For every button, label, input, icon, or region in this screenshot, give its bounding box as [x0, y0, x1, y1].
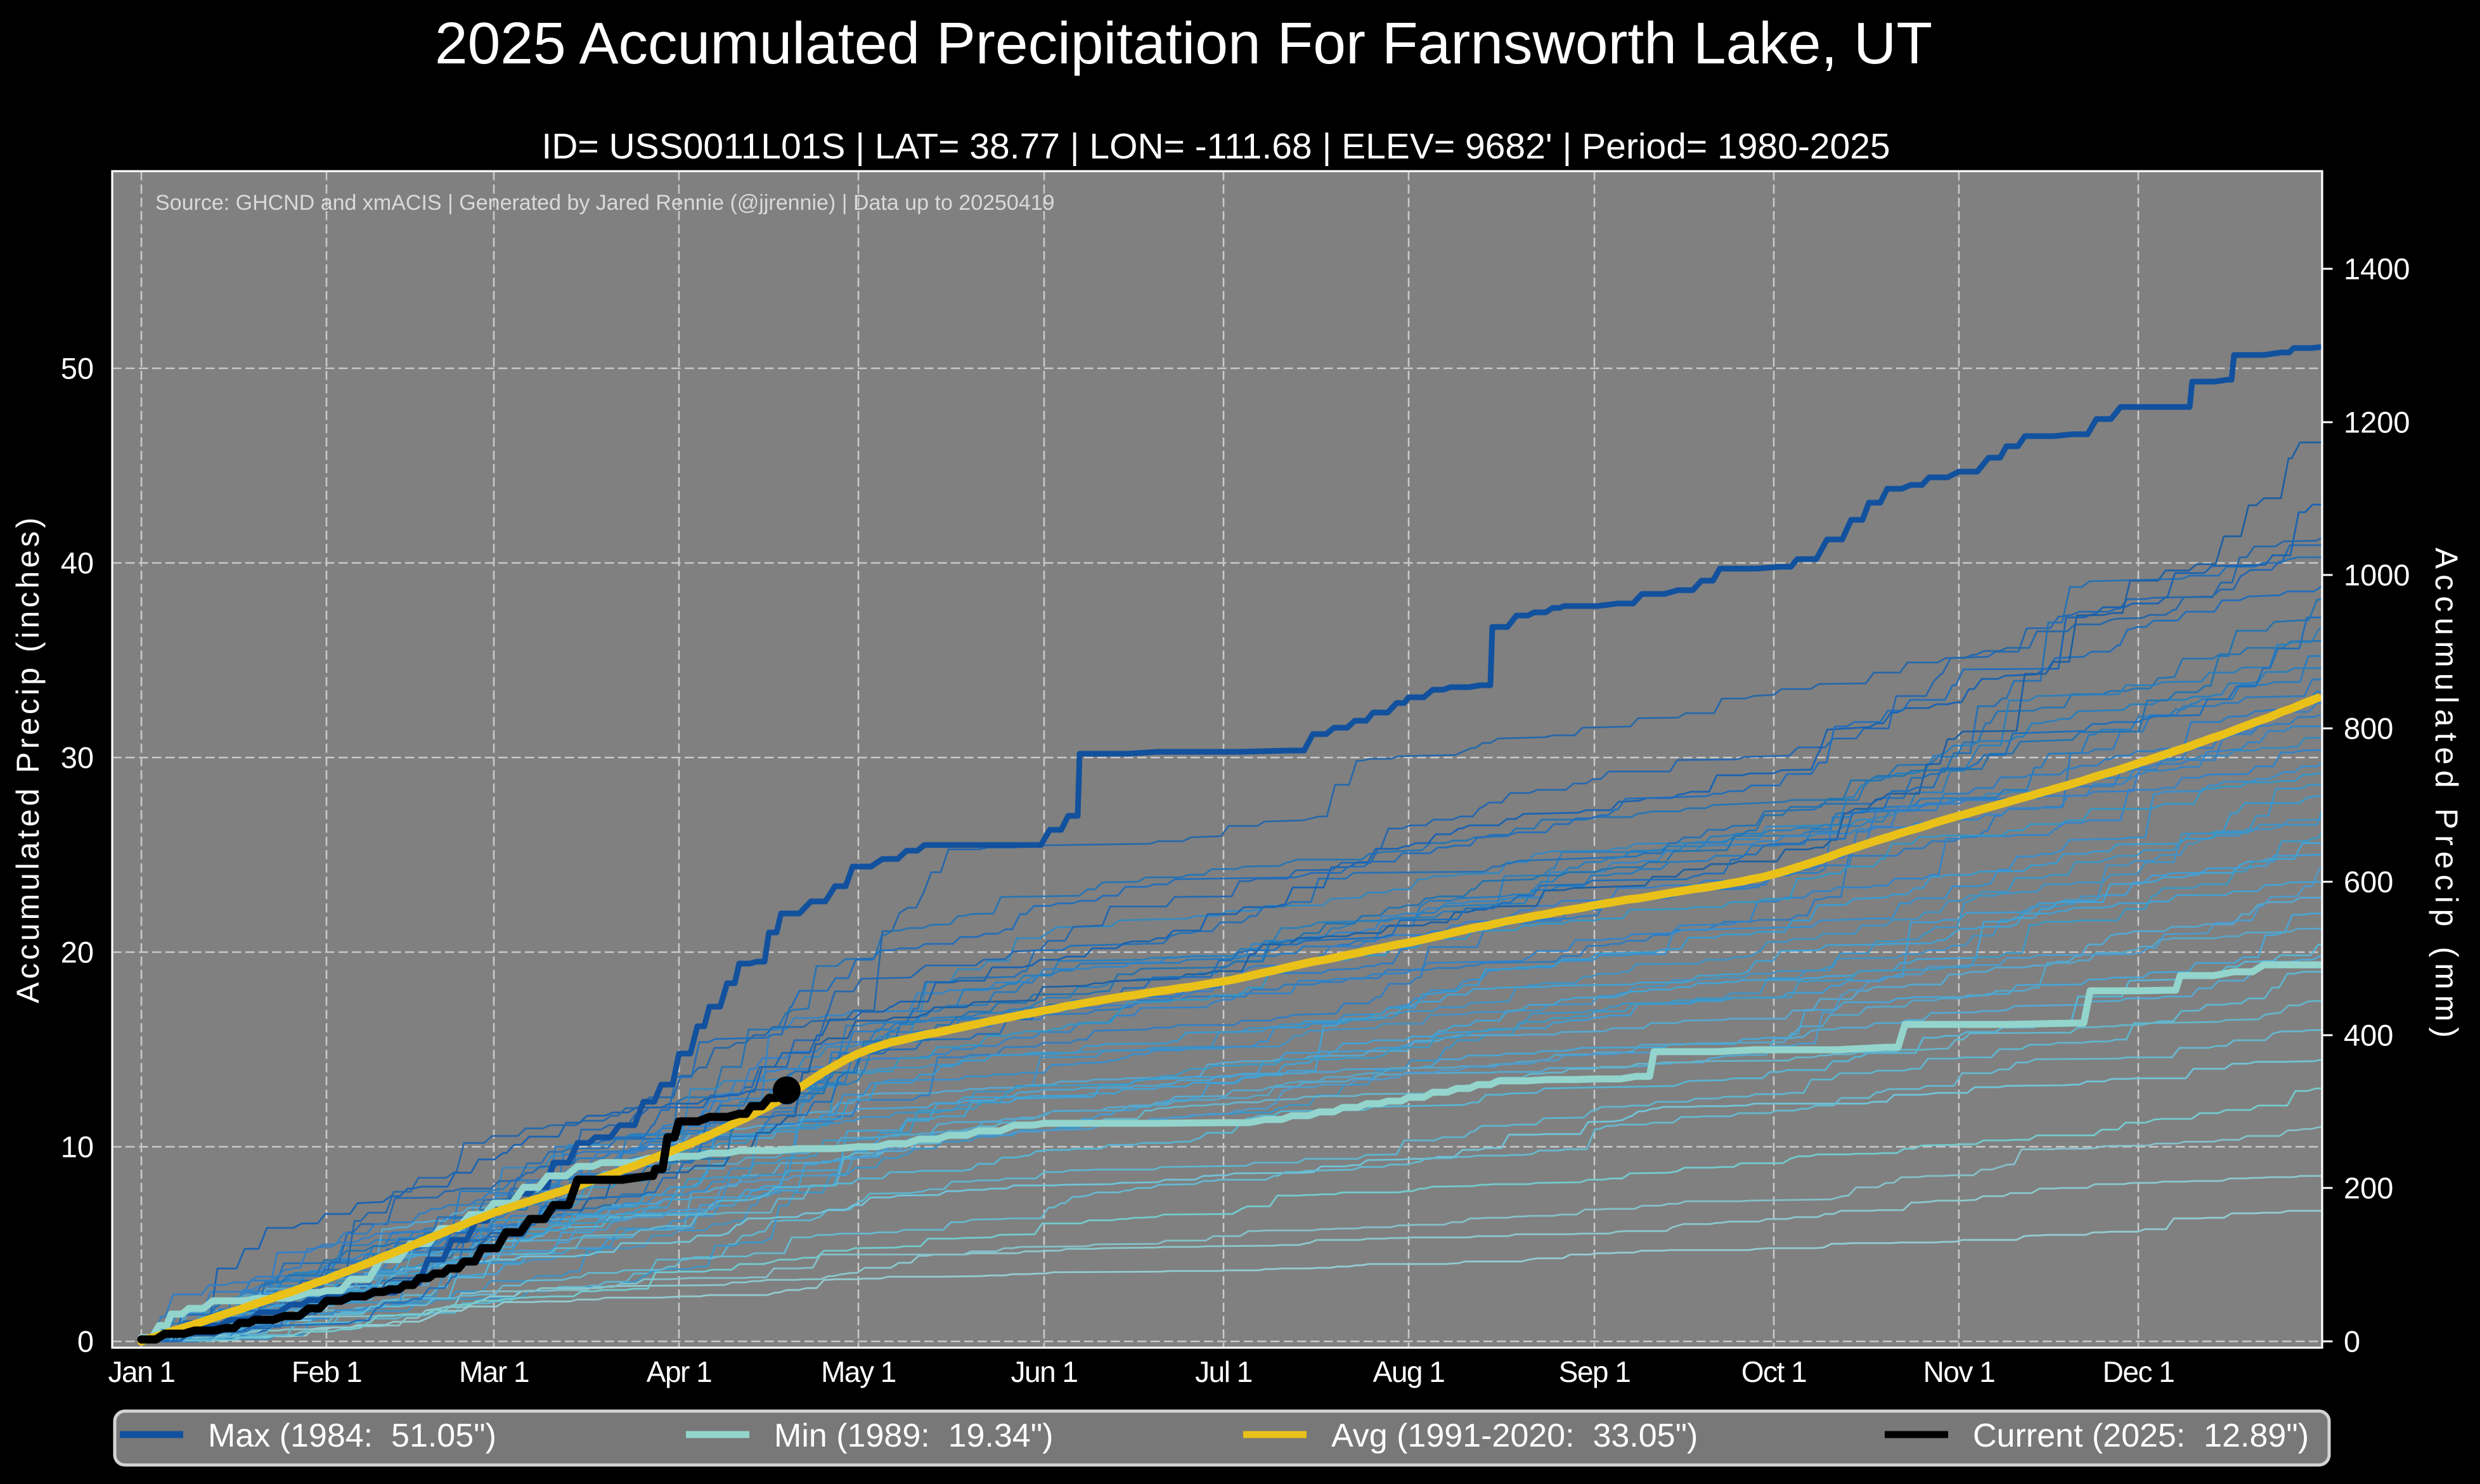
svg-text:Jan 1: Jan 1: [108, 1355, 174, 1388]
svg-text:20: 20: [61, 936, 94, 969]
svg-text:Current (2025: 12.89"): Current (2025: 12.89"): [1973, 1417, 2309, 1454]
svg-text:400: 400: [2344, 1019, 2393, 1052]
svg-text:Avg (1991-2020: 33.05"): Avg (1991-2020: 33.05"): [1331, 1417, 1698, 1454]
svg-text:Oct 1: Oct 1: [1741, 1355, 1806, 1388]
svg-text:Source: GHCND and xmACIS | Gen: Source: GHCND and xmACIS | Generated by …: [155, 191, 1055, 215]
svg-text:10: 10: [61, 1130, 94, 1164]
svg-text:Aug 1: Aug 1: [1373, 1355, 1445, 1388]
svg-text:Min (1989: 19.34"): Min (1989: 19.34"): [774, 1417, 1053, 1454]
svg-text:0: 0: [77, 1325, 94, 1358]
svg-text:Mar 1: Mar 1: [459, 1355, 529, 1388]
svg-text:0: 0: [2344, 1325, 2360, 1358]
svg-text:1400: 1400: [2344, 252, 2410, 286]
svg-text:30: 30: [61, 741, 94, 775]
svg-text:600: 600: [2344, 865, 2393, 899]
svg-text:ID= USS0011L01S | LAT= 38.77 |: ID= USS0011L01S | LAT= 38.77 | LON= -111…: [541, 126, 1890, 167]
svg-text:2025 Accumulated Precipitation: 2025 Accumulated Precipitation For Farns…: [435, 10, 1932, 76]
svg-text:1200: 1200: [2344, 406, 2410, 439]
svg-text:Nov 1: Nov 1: [1923, 1355, 1995, 1388]
svg-text:Jul 1: Jul 1: [1195, 1355, 1252, 1388]
svg-text:Jun 1: Jun 1: [1011, 1355, 1077, 1388]
svg-text:800: 800: [2344, 712, 2393, 745]
svg-text:May 1: May 1: [821, 1355, 896, 1388]
svg-text:Max (1984: 51.05"): Max (1984: 51.05"): [208, 1417, 496, 1454]
svg-text:Dec 1: Dec 1: [2103, 1355, 2174, 1388]
svg-text:Accumulated Precip (inches): Accumulated Precip (inches): [10, 514, 46, 1003]
svg-text:1000: 1000: [2344, 558, 2410, 592]
svg-text:Sep 1: Sep 1: [1559, 1355, 1631, 1388]
svg-text:40: 40: [61, 546, 94, 580]
svg-text:200: 200: [2344, 1171, 2393, 1205]
svg-text:Feb 1: Feb 1: [292, 1355, 361, 1388]
svg-text:50: 50: [61, 352, 94, 385]
svg-text:Accumulated Precip (mm): Accumulated Precip (mm): [2429, 548, 2464, 1043]
svg-text:Apr 1: Apr 1: [647, 1355, 711, 1388]
